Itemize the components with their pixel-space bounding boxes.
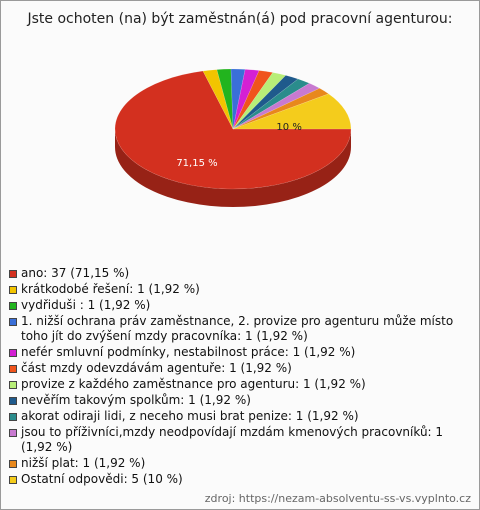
legend-label: nižší plat: 1 (1,92 %)	[21, 456, 146, 470]
slice	[232, 69, 260, 130]
data-label: 10 %	[276, 122, 301, 133]
chart: 71,15 % 10 %	[114, 68, 352, 207]
legend-label: provize z každého zaměstnance pro agentu…	[21, 377, 366, 391]
legend-item: nevěřím takovým spolkům: 1 (1,92 %)	[9, 393, 471, 408]
slice	[232, 82, 321, 130]
legend-swatch	[9, 413, 17, 421]
legend-item: část mzdy odevzdávám agentuře: 1 (1,92 %…	[9, 361, 471, 376]
data-label: 71,15 %	[176, 158, 217, 169]
legend-label: část mzdy odevzdávám agentuře: 1 (1,92 %…	[21, 361, 292, 375]
slice	[232, 75, 299, 130]
legend-item: akorat odiraji lidi, z neceho musi brat …	[9, 409, 471, 424]
legend-label: akorat odiraji lidi, z neceho musi brat …	[21, 409, 359, 423]
legend-swatch	[9, 349, 17, 357]
legend-label: nevěřím takovým spolkům: 1 (1,92 %)	[21, 393, 251, 407]
legend-item: krátkodobé řešení: 1 (1,92 %)	[9, 282, 471, 297]
legend-swatch	[9, 365, 17, 373]
legend-swatch	[9, 397, 17, 405]
legend-item: Ostatní odpovědi: 5 (10 %)	[9, 472, 471, 487]
legend-swatch	[9, 381, 17, 389]
slice	[232, 87, 330, 130]
legend-label: nefér smluvní podmínky, nestabilnost prá…	[21, 345, 356, 359]
legend-item: ano: 37 (71,15 %)	[9, 266, 471, 281]
legend-label: jsou to příživníci,mzdy neodpovídají mzd…	[21, 425, 444, 454]
slice	[232, 78, 310, 130]
legend-swatch	[9, 270, 17, 278]
slice	[232, 93, 352, 130]
legend-label: Ostatní odpovědi: 5 (10 %)	[21, 472, 183, 486]
legend-swatch	[9, 476, 17, 484]
slice	[202, 69, 234, 130]
legend-label: 1. nižší ochrana práv zaměstnance, 2. pr…	[21, 314, 454, 343]
legend-item: 1. nižší ochrana práv zaměstnance, 2. pr…	[9, 314, 471, 344]
source: zdroj: https://nezam-absolventu-ss-vs.vy…	[204, 492, 471, 505]
slice	[230, 68, 246, 130]
legend-item: jsou to příživníci,mzdy neodpovídají mzd…	[9, 425, 471, 455]
legend-swatch	[9, 429, 17, 437]
legend-label: krátkodobé řešení: 1 (1,92 %)	[21, 282, 200, 296]
legend: ano: 37 (71,15 %) krátkodobé řešení: 1 (1…	[9, 266, 471, 488]
slice	[216, 68, 234, 130]
legend-label: ano: 37 (71,15 %)	[21, 266, 130, 280]
legend-item: provize z každého zaměstnance pro agentu…	[9, 377, 471, 392]
legend-item: vydřiduši : 1 (1,92 %)	[9, 298, 471, 313]
legend-swatch	[9, 302, 17, 310]
legend-item: nižší plat: 1 (1,92 %)	[9, 456, 471, 471]
legend-swatch	[9, 286, 17, 294]
slice-side	[115, 129, 351, 207]
legend-label: vydřiduši : 1 (1,92 %)	[21, 298, 151, 312]
chart-title: Jste ochoten (na) být zaměstnán(á) pod p…	[27, 11, 453, 27]
legend-item: nefér smluvní podmínky, nestabilnost prá…	[9, 345, 471, 360]
legend-swatch	[9, 460, 17, 468]
legend-swatch	[9, 318, 17, 326]
slice	[232, 72, 287, 130]
slice	[232, 70, 274, 130]
slice	[114, 70, 352, 190]
